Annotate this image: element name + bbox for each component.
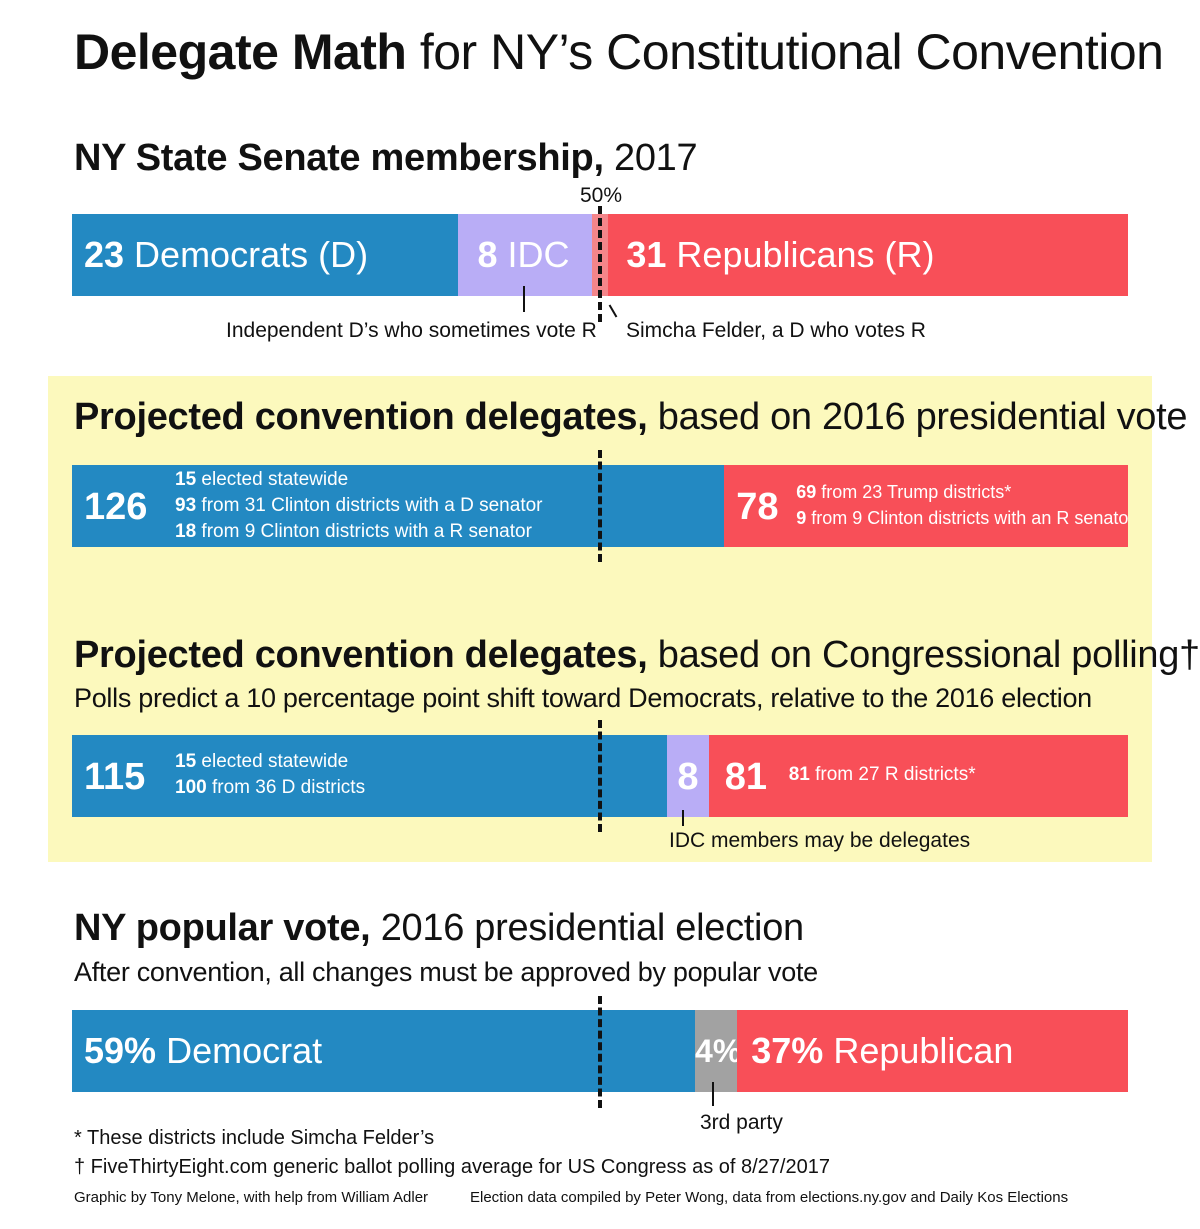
detail-number: 15	[175, 469, 197, 490]
senate-chart-title: NY State Senate membership, 2017	[74, 135, 698, 181]
popular-vote-fifty-percent-line	[598, 996, 602, 1108]
senate-rep-text: Republicans (R)	[666, 234, 935, 275]
detail-number: 15	[175, 751, 197, 772]
senate-title-rest: 2017	[603, 137, 698, 179]
projection-polling-dem-count: 115	[84, 756, 146, 798]
detail-line: 69 from 23 Trump districts*	[796, 479, 1128, 505]
senate-dem-count: 23	[84, 234, 125, 275]
detail-line: 93 from 31 Clinton districts with a D se…	[175, 493, 543, 519]
idc-delegates-annotation: IDC members may be delegates	[669, 829, 971, 852]
detail-line: 15 elected statewide	[175, 467, 543, 493]
third-party-leader-line	[712, 1082, 714, 1106]
main-title-bold: Delegate Math	[74, 24, 407, 80]
fifty-percent-label: 50%	[580, 184, 623, 207]
projection-polling-bar: 115 15 elected statewide 100 from 36 D d…	[72, 735, 1128, 817]
projection-polling-idc-segment: 8	[667, 735, 709, 817]
senate-dem-segment: 23 Democrats (D)	[72, 214, 458, 296]
senate-bar: 23 Democrats (D) 8 IDC 31 Republicans (R…	[72, 214, 1128, 296]
detail-text: elected statewide	[196, 751, 349, 772]
detail-number: 69	[796, 482, 817, 502]
third-party-annotation: 3rd party	[700, 1111, 783, 1134]
senate-fifty-percent-line	[598, 206, 602, 322]
projection-2016-dem-segment: 126 15 elected statewide 93 from 31 Clin…	[72, 465, 725, 547]
popular-vote-third-label: 4%	[695, 1031, 741, 1071]
popular-vote-rep-label: 37% Republican	[751, 1031, 1013, 1071]
popular-vote-subtitle: After convention, all changes must be ap…	[74, 957, 818, 987]
detail-text: from 27 R districts*	[809, 764, 976, 785]
felder-annotation: Simcha Felder, a D who votes R	[626, 319, 926, 342]
felder-leader-line	[608, 304, 618, 318]
projection-2016-title-bold: Projected convention delegates,	[74, 396, 648, 438]
idc-delegates-leader-line	[682, 810, 684, 826]
senate-rep-segment: 31 Republicans (R)	[608, 214, 1128, 296]
senate-rep-label: 31 Republicans (R)	[626, 235, 934, 275]
detail-line: 18 from 9 Clinton districts with a R sen…	[175, 519, 543, 545]
main-title-rest: for NY’s Constitutional Convention	[406, 24, 1164, 80]
projection-polling-title-rest: based on Congressional polling†	[647, 634, 1200, 676]
popular-vote-rep-percent: 37%	[751, 1030, 824, 1071]
detail-number: 81	[788, 764, 810, 785]
projection-polling-dem-segment: 115 15 elected statewide 100 from 36 D d…	[72, 735, 668, 817]
projection-2016-rep-details: 69 from 23 Trump districts* 9 from 9 Cli…	[796, 479, 1128, 531]
popular-vote-rep-segment: 37% Republican	[737, 1010, 1128, 1092]
popular-vote-bar: 59% Democrat 4% 37% Republican	[72, 1010, 1128, 1092]
popular-vote-dem-segment: 59% Democrat	[72, 1010, 696, 1092]
popular-vote-third-segment: 4%	[695, 1010, 741, 1092]
detail-text: from 36 D districts	[206, 777, 366, 798]
detail-text: elected statewide	[196, 469, 349, 490]
detail-number: 100	[175, 777, 207, 798]
popular-vote-title-bold: NY popular vote,	[74, 907, 371, 949]
detail-line: 9 from 9 Clinton districts with an R sen…	[796, 505, 1128, 531]
projection-polling-rep-count: 81	[724, 756, 767, 798]
projection-2016-title: Projected convention delegates, based on…	[74, 394, 1188, 440]
senate-idc-segment: 8 IDC	[457, 214, 592, 296]
projection-2016-bar: 126 15 elected statewide 93 from 31 Clin…	[72, 465, 1128, 547]
projection-polling-title-bold: Projected convention delegates,	[74, 634, 648, 676]
senate-rep-count: 31	[626, 234, 667, 275]
idc-annotation: Independent D’s who sometimes vote R	[226, 319, 597, 342]
popular-vote-dem-text: Democrat	[156, 1030, 323, 1071]
main-title: Delegate Math for NY’s Constitutional Co…	[74, 22, 1164, 82]
projection-polling-subtitle: Polls predict a 10 percentage point shif…	[74, 683, 1092, 713]
senate-dem-label: 23 Democrats (D)	[84, 235, 368, 275]
projection-polling-rep-segment: 81 81 from 27 R districts*	[708, 735, 1128, 817]
credit-graphic: Graphic by Tony Melone, with help from W…	[74, 1189, 429, 1206]
senate-title-bold: NY State Senate membership,	[74, 137, 604, 179]
projection-2016-rep-segment: 78 69 from 23 Trump districts* 9 from 9 …	[724, 465, 1128, 547]
footnote-dagger: † FiveThirtyEight.com generic ballot pol…	[74, 1156, 830, 1178]
projection-polling-rep-details: 81 from 27 R districts*	[789, 762, 976, 788]
projection-2016-dem-count: 126	[84, 486, 148, 528]
senate-idc-text: IDC	[497, 234, 570, 275]
detail-number: 9	[796, 508, 807, 528]
projection-polling-idc-count: 8	[677, 756, 699, 798]
popular-vote-third-percent: 4%	[695, 1033, 742, 1069]
projection-2016-fifty-percent-line	[598, 450, 602, 562]
detail-number: 93	[175, 495, 197, 516]
projection-polling-dem-details: 15 elected statewide 100 from 36 D distr…	[175, 749, 365, 801]
detail-text: from 31 Clinton districts with a D senat…	[196, 495, 543, 516]
projection-polling-title: Projected convention delegates, based on…	[74, 632, 1200, 678]
detail-line: 81 from 27 R districts*	[789, 762, 976, 788]
detail-line: 15 elected statewide	[175, 749, 365, 775]
senate-dem-text: Democrats (D)	[124, 234, 369, 275]
popular-vote-title-rest: 2016 presidential election	[370, 907, 804, 949]
detail-text: from 9 Clinton districts with an R senat…	[806, 508, 1128, 528]
detail-number: 18	[175, 521, 197, 542]
detail-line: 100 from 36 D districts	[175, 775, 365, 801]
detail-text: from 9 Clinton districts with a R senato…	[196, 521, 532, 542]
detail-text: from 23 Trump districts*	[816, 482, 1012, 502]
projection-2016-dem-details: 15 elected statewide 93 from 31 Clinton …	[175, 467, 543, 545]
footnote-asterisk: * These districts include Simcha Felder’…	[74, 1127, 435, 1149]
projection-polling-fifty-percent-line	[598, 720, 602, 832]
projection-2016-title-rest: based on 2016 presidential vote	[647, 396, 1188, 438]
popular-vote-dem-percent: 59%	[84, 1030, 157, 1071]
projection-2016-rep-count: 78	[736, 486, 779, 528]
credit-data: Election data compiled by Peter Wong, da…	[470, 1189, 1069, 1206]
senate-idc-count: 8	[477, 234, 498, 275]
senate-idc-label: 8 IDC	[478, 235, 570, 275]
popular-vote-title: NY popular vote, 2016 presidential elect…	[74, 905, 804, 951]
popular-vote-dem-label: 59% Democrat	[84, 1031, 322, 1071]
popular-vote-rep-text: Republican	[823, 1030, 1014, 1071]
idc-leader-line	[523, 286, 525, 312]
